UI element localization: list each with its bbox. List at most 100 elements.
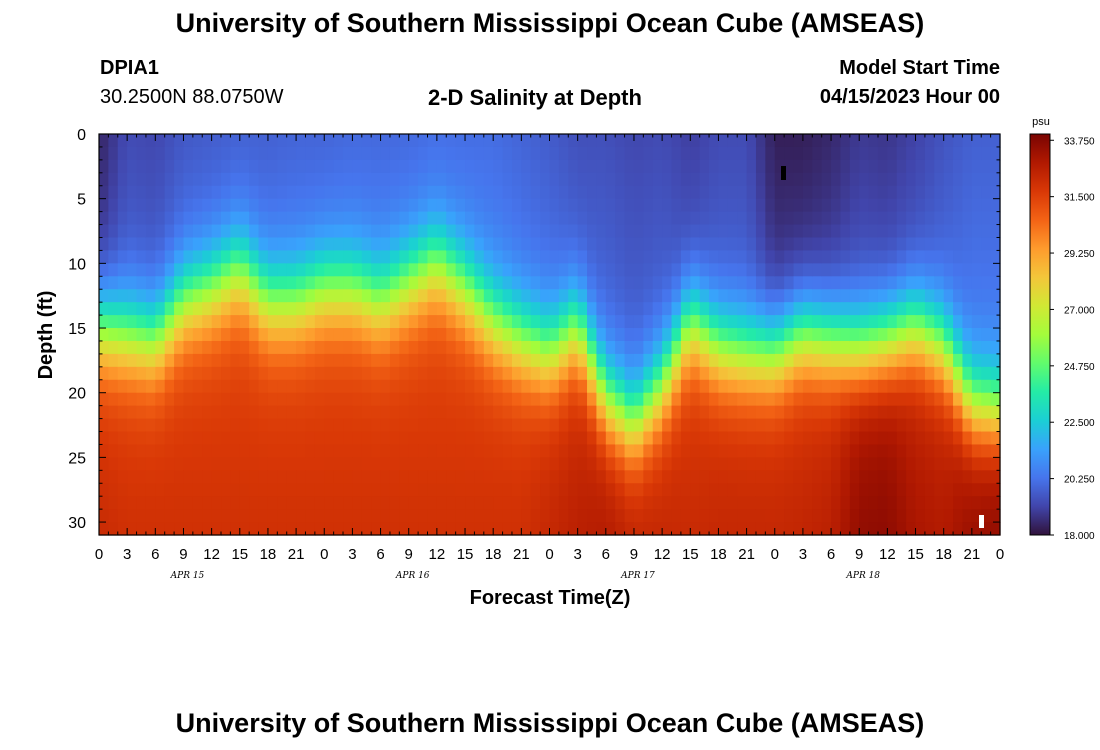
- heatmap-cell: [380, 302, 391, 316]
- heatmap-cell: [155, 159, 166, 174]
- heatmap-cell: [502, 470, 513, 484]
- heatmap-cell: [108, 353, 119, 368]
- heatmap-cell: [343, 185, 354, 200]
- heatmap-cell: [211, 418, 222, 433]
- heatmap-cell: [812, 483, 823, 497]
- heatmap-cell: [924, 185, 935, 200]
- heatmap-cell: [174, 289, 185, 303]
- heatmap-cell: [427, 146, 438, 161]
- heatmap-cell: [652, 457, 663, 471]
- heatmap-cell: [427, 418, 438, 433]
- heatmap-cell: [174, 379, 185, 394]
- heatmap-cell: [333, 522, 344, 536]
- heatmap-cell: [267, 353, 278, 368]
- heatmap-cell: [662, 159, 673, 174]
- heatmap-cell: [521, 509, 532, 523]
- heatmap-cell: [953, 418, 964, 433]
- heatmap-cell: [877, 405, 888, 420]
- heatmap-cell: [521, 198, 532, 213]
- heatmap-cell: [587, 302, 598, 316]
- heatmap-cell: [155, 418, 166, 433]
- heatmap-cell: [108, 509, 119, 523]
- heatmap-cell: [633, 353, 644, 368]
- heatmap-cell: [558, 185, 569, 200]
- heatmap-cell: [737, 315, 748, 329]
- heatmap-cell: [305, 315, 316, 329]
- x-tick-label: 12: [203, 546, 220, 563]
- heatmap-cell: [924, 470, 935, 484]
- heatmap-cell: [737, 211, 748, 226]
- heatmap-cell: [868, 289, 879, 303]
- heatmap-cell: [540, 444, 551, 458]
- heatmap-cell: [371, 444, 382, 458]
- heatmap-cell: [924, 315, 935, 329]
- heatmap-cell: [164, 263, 175, 277]
- heatmap-cell: [446, 470, 457, 484]
- heatmap-cell: [662, 146, 673, 161]
- x-tick-label: 0: [320, 546, 328, 563]
- heatmap-cell: [924, 250, 935, 264]
- heatmap-cell: [784, 366, 795, 381]
- heatmap-cell: [943, 185, 954, 200]
- heatmap-cell: [962, 483, 973, 497]
- heatmap-cell: [680, 134, 691, 148]
- heatmap-cell: [859, 185, 870, 200]
- heatmap-cell: [643, 470, 654, 484]
- heatmap-cell: [155, 237, 166, 252]
- heatmap-cell: [981, 172, 992, 187]
- heatmap-cell: [164, 405, 175, 420]
- heatmap-cell: [230, 146, 241, 161]
- heatmap-cell: [831, 198, 842, 213]
- heatmap-cell: [511, 198, 522, 213]
- heatmap-cell: [971, 263, 982, 277]
- heatmap-cell: [924, 328, 935, 342]
- heatmap-cell: [643, 198, 654, 213]
- heatmap-cell: [352, 353, 363, 368]
- heatmap-cell: [258, 198, 269, 213]
- marker-dark: [781, 166, 786, 180]
- heatmap-cell: [877, 198, 888, 213]
- heatmap-cell: [680, 159, 691, 174]
- heatmap-cell: [802, 172, 813, 187]
- x-tick-label: 15: [682, 546, 699, 563]
- heatmap-cell: [174, 328, 185, 342]
- heatmap-cell: [267, 470, 278, 484]
- heatmap-cell: [164, 379, 175, 394]
- heatmap-cell: [915, 431, 926, 446]
- heatmap-cell: [577, 522, 588, 536]
- heatmap-cell: [680, 263, 691, 277]
- heatmap-cell: [868, 315, 879, 329]
- heatmap-cell: [746, 483, 757, 497]
- heatmap-cell: [615, 250, 626, 264]
- heatmap-cell: [277, 522, 288, 536]
- heatmap-cell: [652, 224, 663, 239]
- heatmap-cell: [155, 496, 166, 510]
- heatmap-cell: [596, 263, 607, 277]
- heatmap-cell: [277, 496, 288, 510]
- heatmap-cell: [896, 289, 907, 303]
- heatmap-cell: [474, 159, 485, 174]
- heatmap-cell: [436, 366, 447, 381]
- heatmap-cell: [971, 470, 982, 484]
- heatmap-cell: [662, 444, 673, 458]
- heatmap-cell: [155, 198, 166, 213]
- heatmap-cell: [709, 457, 720, 471]
- heatmap-cell: [324, 483, 335, 497]
- heatmap-cell: [549, 457, 560, 471]
- heatmap-cell: [934, 159, 945, 174]
- heatmap-cell: [962, 328, 973, 342]
- heatmap-cell: [314, 289, 325, 303]
- heatmap-cell: [136, 379, 147, 394]
- heatmap-cell: [361, 444, 372, 458]
- heatmap-cell: [953, 431, 964, 446]
- heatmap-cell: [727, 431, 738, 446]
- heatmap-cell: [802, 328, 813, 342]
- heatmap-cell: [436, 418, 447, 433]
- heatmap-cell: [296, 366, 307, 381]
- heatmap-cell: [183, 302, 194, 316]
- heatmap-cell: [746, 302, 757, 316]
- heatmap-cell: [108, 340, 119, 355]
- heatmap-cell: [802, 457, 813, 471]
- heatmap-cell: [446, 392, 457, 407]
- heatmap-cell: [436, 250, 447, 264]
